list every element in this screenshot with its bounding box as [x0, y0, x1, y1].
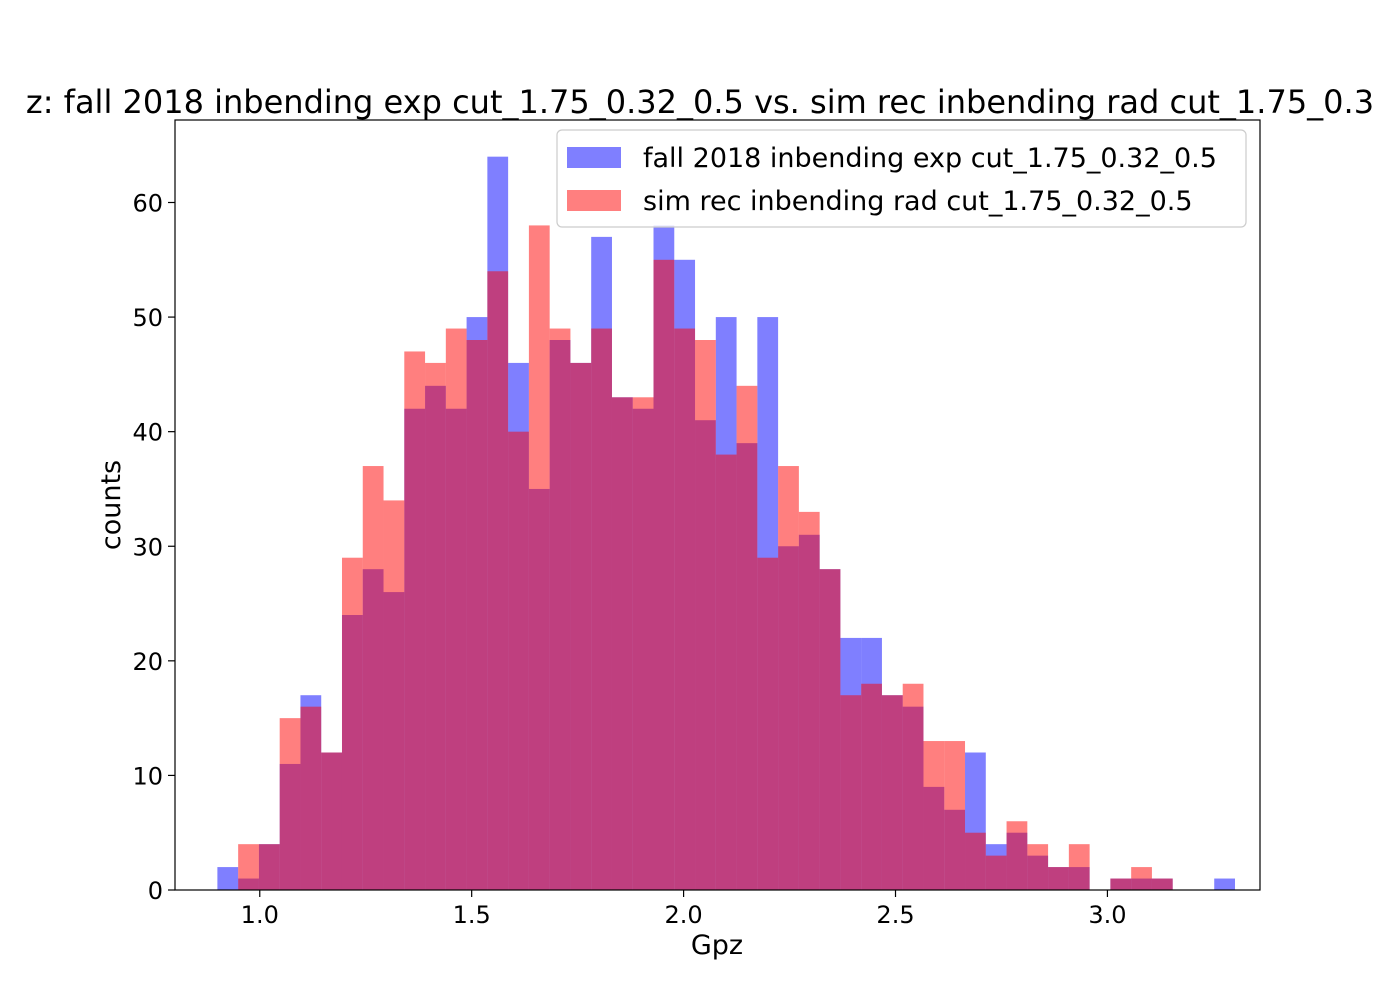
y-tick-label: 30	[132, 533, 163, 561]
chart-title: z: fall 2018 inbending exp cut_1.75_0.32…	[26, 83, 1374, 121]
x-tick-label: 3.0	[1088, 901, 1126, 929]
y-tick-label: 40	[132, 419, 163, 447]
histogram-bar	[404, 351, 426, 891]
histogram-bar	[1048, 867, 1069, 890]
histogram-bar	[695, 340, 716, 890]
x-tick-label: 2.0	[665, 901, 703, 929]
histogram-bar	[341, 557, 363, 890]
x-tick-label: 1.5	[453, 901, 491, 929]
histogram-bar	[300, 706, 322, 890]
legend-label-exp: fall 2018 inbending exp cut_1.75_0.32_0.…	[643, 143, 1217, 174]
histogram-bar	[591, 328, 612, 890]
bars-layer	[217, 156, 1235, 891]
histogram-bar	[445, 328, 467, 890]
legend: fall 2018 inbending exp cut_1.75_0.32_0.…	[556, 129, 1247, 228]
series-1-bars	[238, 225, 1173, 891]
histogram-bar	[321, 752, 342, 890]
legend-swatch-sim	[567, 190, 621, 211]
y-tick-label: 10	[132, 762, 163, 790]
histogram-bar	[736, 385, 758, 890]
histogram-bar	[279, 718, 301, 891]
histogram-bar	[362, 466, 384, 890]
histogram-bar	[611, 397, 633, 890]
histogram-bar	[508, 431, 529, 890]
y-axis: 0 10 20 30 40 50 60	[132, 190, 175, 905]
histogram-bar	[466, 340, 488, 890]
y-axis-label: counts	[96, 460, 127, 550]
histogram-bar	[653, 259, 675, 890]
histogram-bar	[902, 683, 924, 890]
x-axis: 1.0 1.5 2.0 2.5 3.0	[241, 890, 1127, 929]
histogram-bar	[798, 511, 820, 891]
histogram-bar	[985, 855, 1007, 891]
y-tick-label: 0	[148, 877, 163, 905]
histogram-bar	[944, 741, 966, 890]
histogram-bar	[819, 569, 841, 890]
histogram-bar	[715, 454, 737, 890]
histogram-bar	[1068, 844, 1090, 890]
legend-label-sim: sim rec inbending rad cut_1.75_0.32_0.5	[643, 186, 1193, 217]
histogram-bar	[425, 362, 446, 890]
histogram-bar	[1027, 844, 1049, 890]
histogram-bar	[1131, 867, 1152, 890]
histogram-bar	[861, 683, 882, 890]
histogram-bar	[1151, 878, 1173, 890]
histogram-bar	[1110, 878, 1132, 890]
histogram-bar	[487, 271, 509, 890]
x-tick-label: 2.5	[876, 901, 914, 929]
histogram-bar	[757, 557, 779, 890]
histogram-bar	[881, 695, 903, 890]
histogram-bar	[258, 844, 280, 890]
histogram-bar	[840, 695, 862, 890]
histogram-bar	[217, 867, 239, 890]
y-tick-label: 20	[132, 648, 163, 676]
histogram-bar	[383, 500, 405, 890]
legend-swatch-exp	[567, 147, 621, 168]
histogram-bar	[570, 362, 592, 890]
histogram-bar	[965, 832, 986, 890]
histogram-bar	[549, 328, 571, 890]
histogram-bar	[674, 328, 696, 890]
histogram-bar	[923, 741, 945, 890]
x-tick-label: 1.0	[241, 901, 279, 929]
histogram-bar	[528, 225, 550, 891]
y-tick-label: 60	[132, 190, 163, 218]
histogram-bar	[632, 397, 654, 890]
x-axis-label: Gpz	[691, 930, 743, 961]
histogram-bar	[1006, 821, 1028, 890]
histogram-bar	[238, 844, 259, 890]
y-tick-label: 50	[132, 304, 163, 332]
histogram-bar	[778, 466, 799, 890]
plot-frame	[174, 119, 1261, 891]
legend-frame	[556, 129, 1247, 228]
histogram-bar	[1214, 878, 1235, 890]
